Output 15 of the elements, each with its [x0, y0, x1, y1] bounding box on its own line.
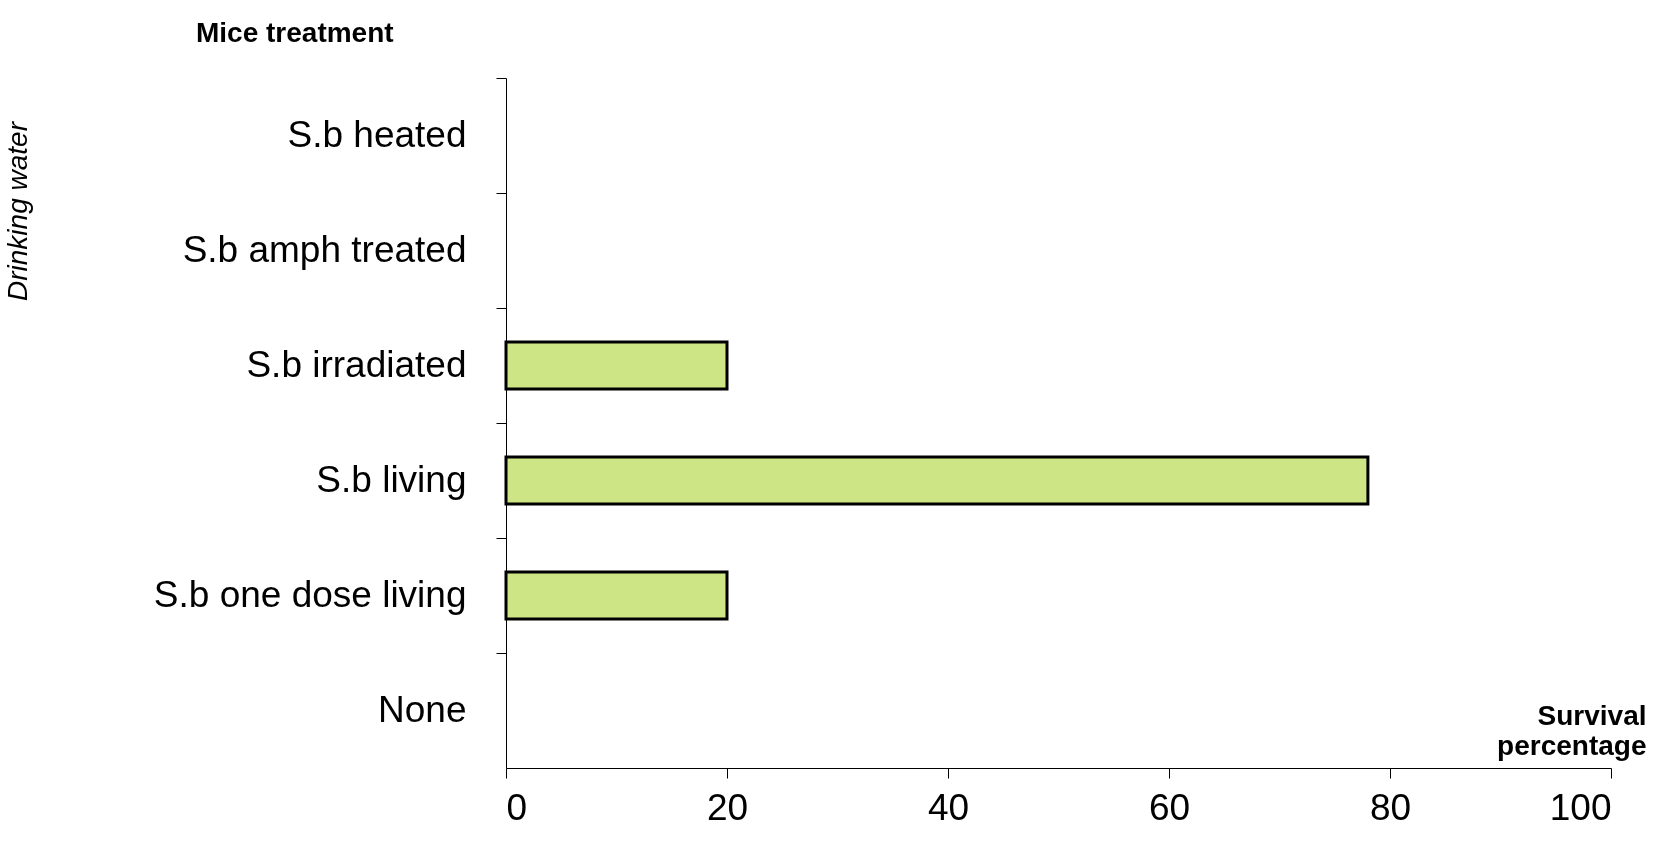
y-tick-label: S.b heated — [287, 113, 467, 155]
y-tick-label: None — [378, 688, 467, 730]
x-tick-label: 0 — [506, 786, 528, 828]
y-tick-label: S.b irradiated — [246, 343, 467, 385]
x-tick-label: 40 — [927, 786, 970, 828]
x-axis-title: Survival percentage — [1497, 699, 1647, 761]
y-axis-title: Drinking water — [1, 120, 33, 301]
y-tick-label: S.b amph treated — [182, 228, 467, 270]
x-tick-label: 60 — [1148, 786, 1191, 828]
y-tick-label: S.b one dose living — [153, 573, 467, 615]
chart-title: Mice treatment — [196, 16, 394, 48]
x-tick-label: 80 — [1369, 786, 1412, 828]
y-tick-label: S.b living — [316, 458, 467, 500]
x-tick-label: 20 — [706, 786, 749, 828]
x-tick-label: 100 — [1549, 786, 1612, 828]
